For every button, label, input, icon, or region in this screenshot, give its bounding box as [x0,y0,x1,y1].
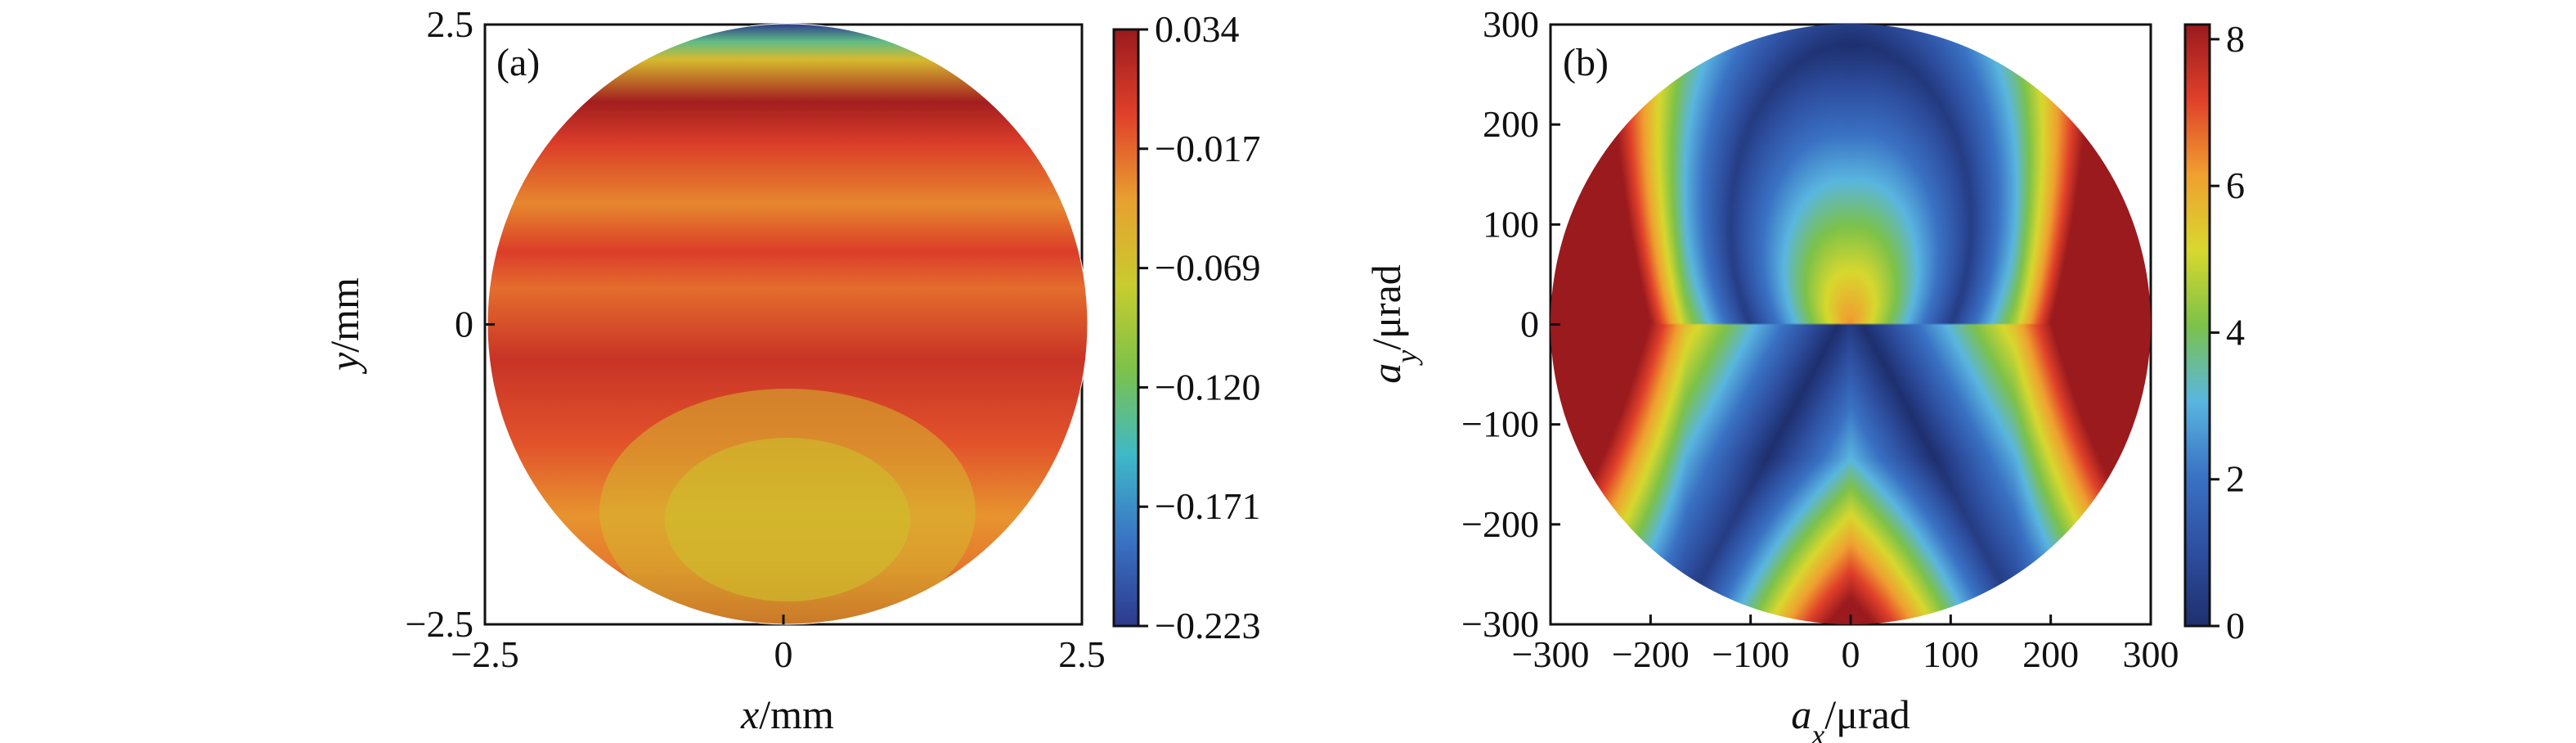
panel-b-ytick-label: 0 [1520,304,1539,345]
panel-b-colorbar-ticks: 8 6 4 2 0 [2210,18,2245,646]
panel-b-xtick-label: 100 [1923,633,1979,675]
panel-a-ctick-label: 0.034 [1155,8,1240,50]
panel-b-colorbar [2183,23,2211,628]
panel-b-ctick-label: 4 [2226,311,2245,353]
panel-a-ctick-label: −0.171 [1155,485,1260,527]
panel-a: (a) −2.5 0 2.5 2.5 0 −2.5 x/mm y/mm 0.034 −0.… [321,3,1260,737]
panel-b-ylabel: ay/μrad [1363,264,1423,384]
panel-b-ytick-label: −300 [1461,603,1539,645]
panel-b-ytick-label: 200 [1483,103,1539,145]
panel-b-heatmap [1551,24,2151,624]
panel-b-xtick-label: −300 [1512,633,1590,675]
panel-a-heatmap [487,24,1088,624]
panel-a-xtick-label: −2.5 [451,633,518,675]
panel-a-ctick-label: −0.120 [1155,366,1260,408]
panel-b-ytick-label: −100 [1461,403,1539,445]
panel-a-xlabel: x/mm [740,691,834,737]
panel-a-lower-core [665,438,910,601]
panel-b-ctick-label: 6 [2226,164,2245,206]
panel-a-ctick-label: −0.069 [1155,247,1260,289]
panel-b-xlabel: ax/μrad [1791,691,1910,743]
panel-a-ctick-label: −0.017 [1155,128,1260,169]
panel-b-label: (b) [1563,41,1609,84]
panel-b-field [1551,24,2151,624]
panel-b-ytick-label: −200 [1461,503,1539,545]
panel-b-ytick-label: 300 [1483,3,1539,45]
panel-a-label: (a) [496,41,540,84]
panel-a-xtick-label: 2.5 [1058,633,1106,675]
panel-a-ytick-label: 2.5 [427,3,474,45]
panel-b-ytick-label: 100 [1483,203,1539,245]
panel-a-ytick-label: 0 [455,304,473,345]
panel-a-xtick-label: 0 [774,633,793,675]
panel-b-ctick-label: 8 [2226,18,2245,60]
panel-b-xtick-label: 0 [1842,633,1860,675]
panel-b-y-ticks: 300 200 100 0 −100 −200 −300 [1461,3,1560,645]
panel-b-ctick-label: 0 [2226,605,2245,646]
panel-a-ctick-label: −0.223 [1155,605,1260,646]
panel-a-ylabel: y/mm [321,277,367,375]
panel-b-xtick-label: 300 [2123,633,2179,675]
panel-b-xtick-label: 200 [2022,633,2079,675]
panel-a-colorbar-ticks: 0.034 −0.017 −0.069 −0.120 −0.171 −0.223 [1138,8,1260,646]
panel-a-x-ticks: −2.5 0 2.5 [451,615,1106,675]
panel-b-xtick-label: −100 [1712,633,1789,675]
panel-a-y-ticks: 2.5 0 −2.5 [406,3,495,645]
panel-a-ytick-label: −2.5 [406,603,473,645]
panel-b-x-ticks: −300 −200 −100 0 100 200 300 [1512,615,2179,675]
panel-a-colorbar [1112,28,1140,628]
panel-b-ctick-label: 2 [2226,458,2245,500]
panel-b: (b) −300 −200 −100 0 100 200 300 300 200 100 0 −10… [1363,3,2245,743]
panel-b-xtick-label: −200 [1612,633,1690,675]
